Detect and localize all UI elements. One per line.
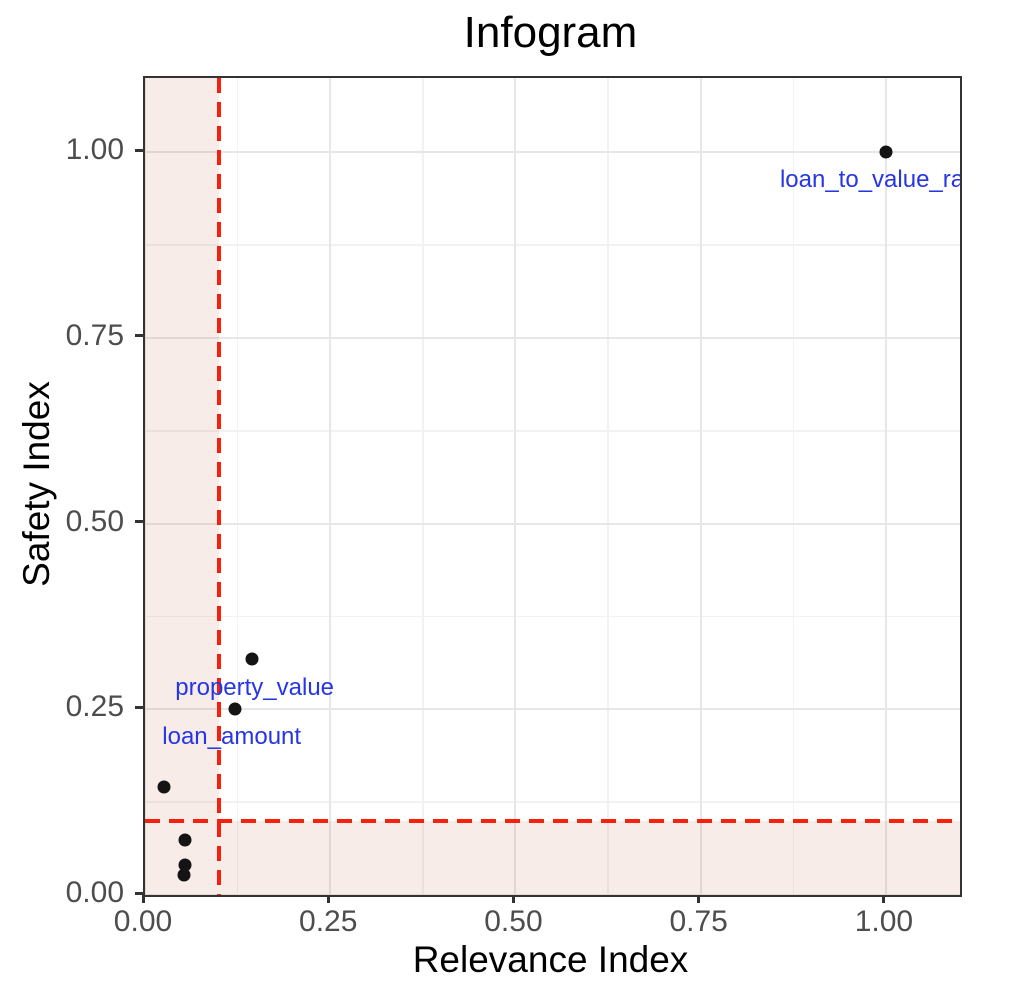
y-tick-label: 0.50 (65, 504, 124, 538)
data-point (157, 780, 171, 794)
gridline-x-major (329, 78, 332, 895)
gridline-y-major (145, 151, 960, 154)
x-tick-label: 0.25 (299, 905, 358, 938)
x-tick-label: 0.00 (113, 905, 173, 938)
gridline-x-minor (792, 78, 795, 895)
shaded-band-left (145, 78, 220, 895)
gridline-y-minor (145, 430, 960, 432)
x-tick-mark (697, 895, 701, 903)
point-label: loan_amount (162, 722, 302, 750)
gridline-y-minor (145, 244, 960, 246)
data-point (228, 702, 242, 716)
x-tick-mark (141, 895, 145, 903)
gridline-x-minor (236, 78, 239, 895)
data-point (245, 652, 259, 666)
point-label: property_value (175, 673, 335, 701)
x-tick-mark (326, 895, 330, 903)
x-tick-mark (882, 895, 886, 903)
gridline-x-major (884, 78, 887, 895)
gridline-x-major (145, 78, 146, 895)
point-label: loan_to_value_ra (779, 165, 962, 193)
threshold-line-vertical (217, 78, 222, 895)
gridline-y-major (145, 522, 960, 525)
gridline-y-minor (145, 801, 960, 803)
gridline-x-minor (607, 78, 609, 895)
x-tick-mark (511, 895, 515, 903)
y-tick-mark (135, 334, 143, 338)
y-tick-mark (135, 520, 143, 524)
data-point (177, 868, 191, 882)
gridline-x-minor (422, 78, 424, 895)
gridline-x-major (514, 78, 517, 895)
data-point (178, 833, 192, 847)
chart-title: Infogram (463, 8, 638, 57)
plot-panel: loan_to_value_ra property_value loan_amoun… (143, 76, 962, 897)
gridline-y-major (145, 336, 960, 339)
data-point (879, 145, 893, 159)
x-tick-label: 1.00 (854, 905, 914, 938)
y-axis-title: Safety Index (16, 381, 57, 587)
y-tick-mark (135, 148, 143, 152)
gridline-y-major (145, 708, 960, 711)
gridline-x-major (699, 78, 702, 895)
y-tick-mark (135, 891, 143, 895)
threshold-line-horizontal (145, 818, 960, 823)
x-tick-label: 0.50 (484, 905, 543, 938)
x-axis-title: Relevance Index (412, 939, 689, 980)
y-tick-label: 1.00 (65, 133, 124, 167)
gridline-y-minor (145, 615, 960, 618)
y-tick-label: 0.75 (65, 318, 124, 352)
y-tick-label: 0.00 (65, 876, 124, 909)
gridline-y-major (145, 894, 960, 895)
y-tick-mark (135, 705, 143, 709)
shaded-band-bottom (219, 820, 960, 895)
y-tick-label: 0.25 (65, 690, 124, 724)
x-tick-label: 0.75 (669, 905, 728, 938)
